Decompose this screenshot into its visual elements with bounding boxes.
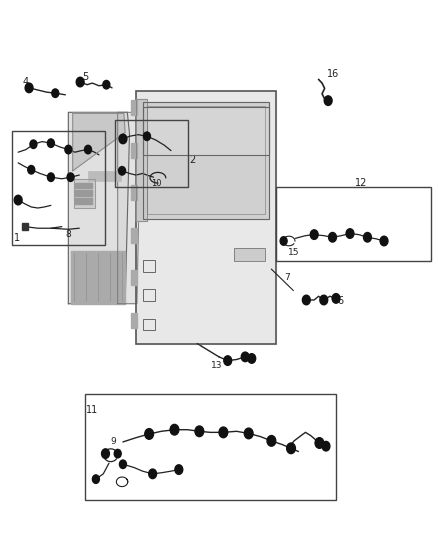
- Circle shape: [224, 356, 232, 366]
- Text: 11: 11: [86, 405, 99, 415]
- Bar: [88, 171, 121, 181]
- Bar: [143, 289, 155, 301]
- Bar: [143, 107, 269, 155]
- Circle shape: [144, 132, 150, 141]
- Text: 6: 6: [337, 296, 343, 306]
- Circle shape: [328, 232, 336, 242]
- Circle shape: [76, 77, 84, 87]
- Circle shape: [175, 465, 183, 474]
- Bar: [234, 248, 265, 261]
- Bar: [136, 99, 147, 221]
- Bar: [143, 102, 269, 219]
- Circle shape: [244, 428, 253, 439]
- Bar: [131, 313, 138, 328]
- Bar: [276, 187, 431, 261]
- Text: 13: 13: [211, 361, 223, 370]
- Circle shape: [47, 139, 54, 148]
- Circle shape: [219, 427, 228, 438]
- Circle shape: [332, 294, 340, 303]
- Circle shape: [119, 134, 127, 144]
- Circle shape: [52, 89, 59, 98]
- Bar: [136, 91, 276, 344]
- Circle shape: [120, 460, 127, 469]
- Circle shape: [315, 438, 324, 448]
- Bar: [115, 120, 188, 187]
- Circle shape: [145, 429, 153, 439]
- Circle shape: [30, 140, 37, 149]
- Bar: [74, 179, 95, 208]
- Circle shape: [67, 173, 74, 181]
- Circle shape: [267, 435, 276, 446]
- Text: 5: 5: [82, 72, 88, 82]
- Bar: [143, 107, 269, 155]
- Bar: [75, 190, 92, 196]
- Bar: [12, 131, 106, 245]
- Circle shape: [346, 229, 354, 238]
- Circle shape: [320, 295, 328, 305]
- Text: 4: 4: [23, 77, 29, 87]
- Bar: [143, 319, 155, 330]
- Polygon shape: [68, 112, 130, 304]
- Circle shape: [28, 165, 35, 174]
- Bar: [75, 182, 92, 188]
- Circle shape: [170, 424, 179, 435]
- Polygon shape: [118, 112, 141, 304]
- Bar: [131, 228, 138, 243]
- Circle shape: [380, 236, 388, 246]
- Circle shape: [364, 232, 371, 242]
- Bar: [131, 100, 138, 115]
- Polygon shape: [71, 251, 125, 304]
- Bar: [234, 248, 265, 261]
- Circle shape: [149, 469, 156, 479]
- Text: 2: 2: [189, 155, 195, 165]
- Text: 1: 1: [14, 232, 20, 243]
- Bar: [136, 99, 147, 221]
- Circle shape: [114, 449, 121, 458]
- Bar: [136, 91, 276, 344]
- Bar: [21, 223, 28, 230]
- Text: 9: 9: [110, 438, 116, 447]
- Bar: [143, 102, 269, 219]
- Circle shape: [280, 237, 287, 245]
- Bar: [74, 179, 95, 208]
- Bar: [131, 185, 138, 200]
- Circle shape: [119, 166, 126, 175]
- Circle shape: [47, 173, 54, 181]
- Circle shape: [241, 352, 249, 362]
- Bar: [147, 106, 265, 214]
- Circle shape: [287, 443, 295, 454]
- Circle shape: [324, 96, 332, 106]
- Circle shape: [14, 195, 22, 205]
- Bar: [85, 394, 336, 500]
- Circle shape: [248, 354, 256, 364]
- Circle shape: [322, 441, 330, 451]
- Circle shape: [85, 146, 92, 154]
- Text: 12: 12: [355, 178, 367, 188]
- Circle shape: [195, 426, 204, 437]
- Circle shape: [25, 83, 33, 93]
- Circle shape: [302, 295, 310, 305]
- Circle shape: [65, 146, 72, 154]
- Circle shape: [102, 449, 110, 458]
- Polygon shape: [73, 114, 125, 171]
- Circle shape: [92, 475, 99, 483]
- Text: 7: 7: [284, 273, 290, 281]
- Text: 8: 8: [66, 230, 71, 239]
- Text: 15: 15: [288, 248, 300, 257]
- Bar: [143, 260, 155, 272]
- Circle shape: [103, 80, 110, 89]
- Bar: [131, 270, 138, 285]
- Text: 10: 10: [151, 179, 162, 188]
- Bar: [75, 198, 92, 204]
- Text: 16: 16: [327, 69, 339, 79]
- Circle shape: [310, 230, 318, 239]
- Bar: [131, 143, 138, 158]
